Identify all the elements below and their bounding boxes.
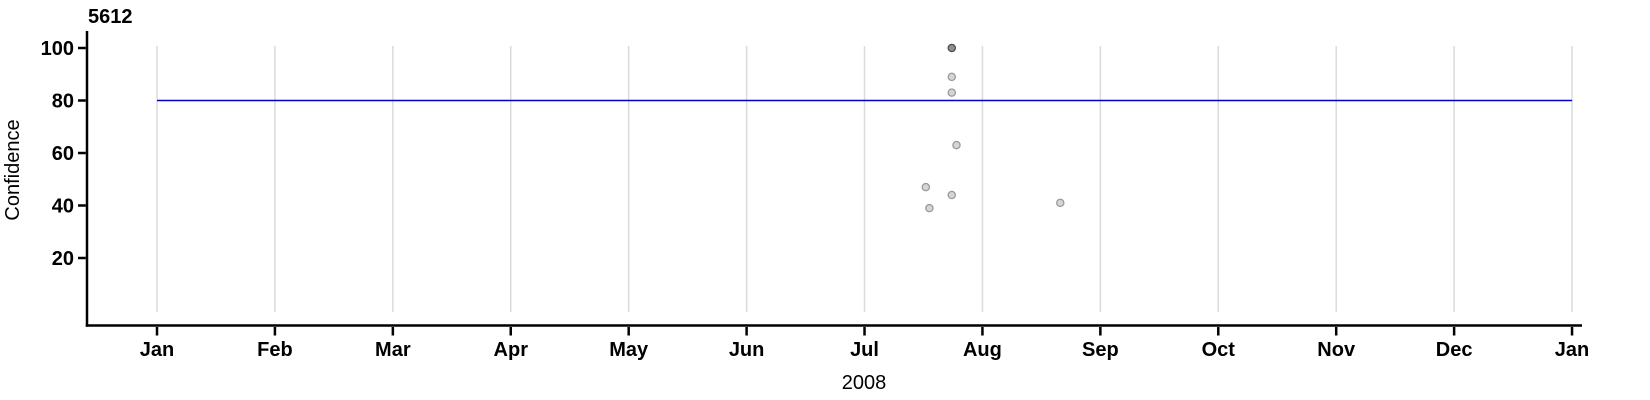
x-tick-label: Apr [494, 339, 529, 361]
x-tick-label: May [609, 339, 649, 361]
data-point [947, 88, 957, 97]
y-tick-label: 40 [52, 196, 74, 218]
y-axis-tick-labels: 20 40 60 80 100 [41, 38, 74, 270]
data-point [921, 182, 931, 192]
data-point [925, 203, 934, 213]
x-tick-label: Oct [1202, 339, 1236, 361]
scatter-points [921, 43, 1065, 213]
data-point [952, 140, 961, 150]
x-tick-label: Nov [1317, 339, 1356, 361]
chart-title: 5612 [88, 6, 133, 28]
x-axis-tick-labels: Jan Feb Mar Apr May Jun Jul Aug Sep Oct Nov Dec Jan [140, 339, 1590, 361]
y-tick-label: 60 [52, 143, 74, 165]
data-point [947, 72, 957, 82]
x-tick-label: Sep [1082, 339, 1119, 361]
y-axis-ticks [78, 46, 86, 260]
data-point [947, 43, 957, 53]
x-tick-label: Aug [963, 339, 1002, 361]
y-axis-label: Confidence [2, 119, 24, 220]
data-point [947, 190, 957, 200]
y-tick-label: 100 [41, 38, 74, 60]
data-point [1056, 198, 1065, 208]
x-tick-label: Feb [257, 339, 293, 361]
x-tick-label: Jan [1555, 339, 1589, 361]
x-axis-year-label: 2008 [842, 372, 887, 394]
x-tick-label: Jun [729, 339, 765, 361]
x-tick-label: Jan [140, 339, 174, 361]
month-gridlines [156, 46, 1573, 312]
x-tick-label: Jul [850, 339, 879, 361]
x-axis-ticks [155, 327, 1574, 336]
x-tick-label: Dec [1436, 339, 1473, 361]
y-tick-label: 20 [52, 248, 74, 270]
x-tick-label: Mar [375, 339, 411, 361]
y-tick-label: 80 [52, 91, 74, 113]
